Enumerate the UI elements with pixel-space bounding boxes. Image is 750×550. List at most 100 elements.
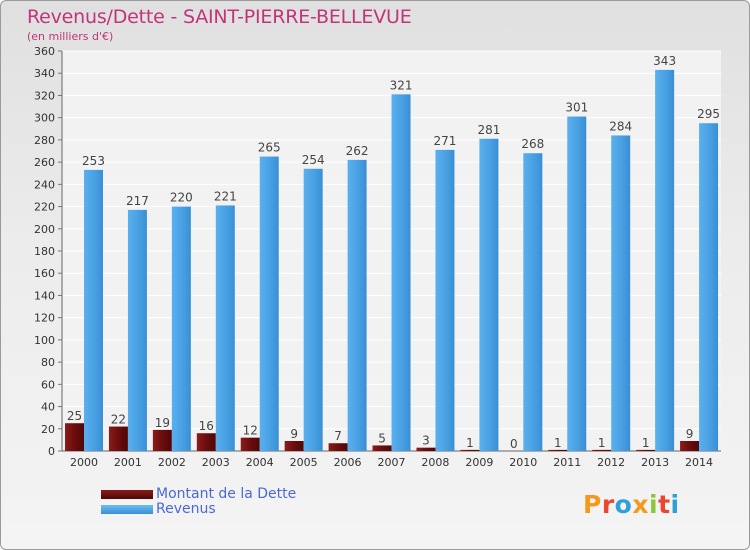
- data-label-dette: 12: [243, 424, 258, 438]
- data-label-revenus: 262: [346, 144, 369, 158]
- y-tick-label: 20: [41, 423, 55, 436]
- bar-dette: [548, 449, 568, 451]
- x-tick-label: 2001: [114, 456, 142, 469]
- chart-subtitle: (en milliers d'€): [27, 30, 114, 43]
- data-label-dette: 16: [199, 419, 214, 433]
- data-label-dette: 19: [155, 416, 170, 430]
- data-label-dette: 9: [686, 427, 694, 441]
- x-tick-label: 2005: [290, 456, 318, 469]
- x-tick-label: 2012: [597, 456, 625, 469]
- data-label-dette: 0: [510, 437, 518, 451]
- y-tick-label: 80: [41, 356, 55, 369]
- bar-dette: [416, 447, 436, 451]
- data-label-dette: 7: [334, 429, 342, 443]
- bar-revenus: [479, 138, 499, 451]
- logo-letter: x: [632, 490, 649, 519]
- bar-revenus: [215, 205, 235, 451]
- bar-revenus: [699, 123, 719, 451]
- y-tick-label: 360: [34, 45, 55, 58]
- x-tick-label: 2009: [465, 456, 493, 469]
- bar-revenus: [347, 159, 367, 451]
- data-label-revenus: 295: [697, 107, 720, 121]
- bar-dette: [592, 449, 612, 451]
- bar-revenus: [523, 153, 543, 451]
- bar-revenus: [84, 169, 103, 451]
- data-label-revenus: 321: [390, 78, 413, 92]
- bar-dette: [196, 433, 216, 451]
- data-label-dette: 3: [422, 434, 430, 448]
- x-tick-label: 2000: [70, 456, 98, 469]
- x-tick-label: 2002: [158, 456, 186, 469]
- x-tick-label: 2006: [334, 456, 362, 469]
- y-tick-label: 280: [34, 134, 55, 147]
- data-label-dette: 9: [290, 427, 298, 441]
- logo-letter: i: [649, 490, 659, 519]
- bar-dette: [108, 426, 128, 451]
- data-label-revenus: 220: [170, 191, 193, 205]
- data-label-revenus: 301: [565, 101, 588, 115]
- logo-letter: r: [601, 490, 615, 519]
- x-tick-label: 2004: [246, 456, 274, 469]
- x-tick-label: 2010: [509, 456, 537, 469]
- bar-dette: [372, 445, 392, 451]
- y-tick-label: 240: [34, 178, 55, 191]
- y-tick-label: 100: [34, 334, 55, 347]
- y-tick-label: 320: [34, 89, 55, 102]
- data-label-revenus: 254: [302, 153, 325, 167]
- logo-letter: o: [614, 490, 633, 519]
- bar-dette: [240, 437, 260, 451]
- legend-swatch-dette: [101, 490, 153, 499]
- y-tick-label: 220: [34, 201, 55, 214]
- y-tick-label: 260: [34, 156, 55, 169]
- x-tick-label: 2008: [421, 456, 449, 469]
- legend-label-dette: Montant de la Dette: [156, 486, 297, 502]
- y-tick-label: 340: [34, 67, 55, 80]
- y-tick-label: 180: [34, 245, 55, 258]
- data-label-revenus: 217: [126, 194, 149, 208]
- data-label-dette: 1: [554, 436, 562, 450]
- data-label-revenus: 265: [258, 141, 281, 155]
- bar-revenus: [567, 116, 587, 452]
- x-tick-label: 2011: [553, 456, 581, 469]
- bar-dette: [680, 441, 700, 451]
- data-label-dette: 1: [598, 436, 606, 450]
- legend-label-revenus: Revenus: [156, 501, 216, 517]
- data-label-revenus: 281: [477, 123, 500, 137]
- bar-revenus: [171, 206, 191, 451]
- data-label-revenus: 253: [82, 154, 105, 168]
- bar-dette: [636, 449, 656, 451]
- legend-swatch-revenus: [101, 505, 153, 514]
- bar-dette: [460, 449, 480, 451]
- y-tick-label: 300: [34, 112, 55, 125]
- data-label-revenus: 271: [434, 134, 457, 148]
- x-tick-label: 2014: [685, 456, 713, 469]
- data-label-dette: 1: [466, 436, 474, 450]
- data-label-revenus: 268: [521, 137, 544, 151]
- bar-revenus: [259, 156, 279, 452]
- bar-revenus: [611, 135, 631, 451]
- data-label-revenus: 343: [653, 54, 676, 68]
- bar-revenus: [391, 94, 411, 451]
- y-tick-label: 160: [34, 267, 55, 280]
- y-tick-label: 40: [41, 401, 55, 414]
- x-tick-label: 2007: [378, 456, 406, 469]
- logo-letter: t: [658, 490, 671, 519]
- proxiti-logo: Proxiti: [583, 490, 680, 519]
- bar-dette: [328, 443, 348, 451]
- bar-revenus: [127, 209, 147, 451]
- chart-title: Revenus/Dette - SAINT-PIERRE-BELLEVUE: [27, 6, 412, 28]
- data-label-dette: 25: [67, 409, 82, 423]
- x-tick-label: 2003: [202, 456, 230, 469]
- y-tick-label: 200: [34, 223, 55, 236]
- y-tick-label: 60: [41, 378, 55, 391]
- bar-dette: [152, 429, 172, 451]
- y-tick-label: 140: [34, 289, 55, 302]
- data-label-revenus: 221: [214, 189, 237, 203]
- y-tick-label: 0: [48, 445, 55, 458]
- y-tick-label: 120: [34, 312, 55, 325]
- x-tick-label: 2013: [641, 456, 669, 469]
- bar-revenus: [303, 168, 323, 451]
- bar-revenus: [655, 69, 675, 451]
